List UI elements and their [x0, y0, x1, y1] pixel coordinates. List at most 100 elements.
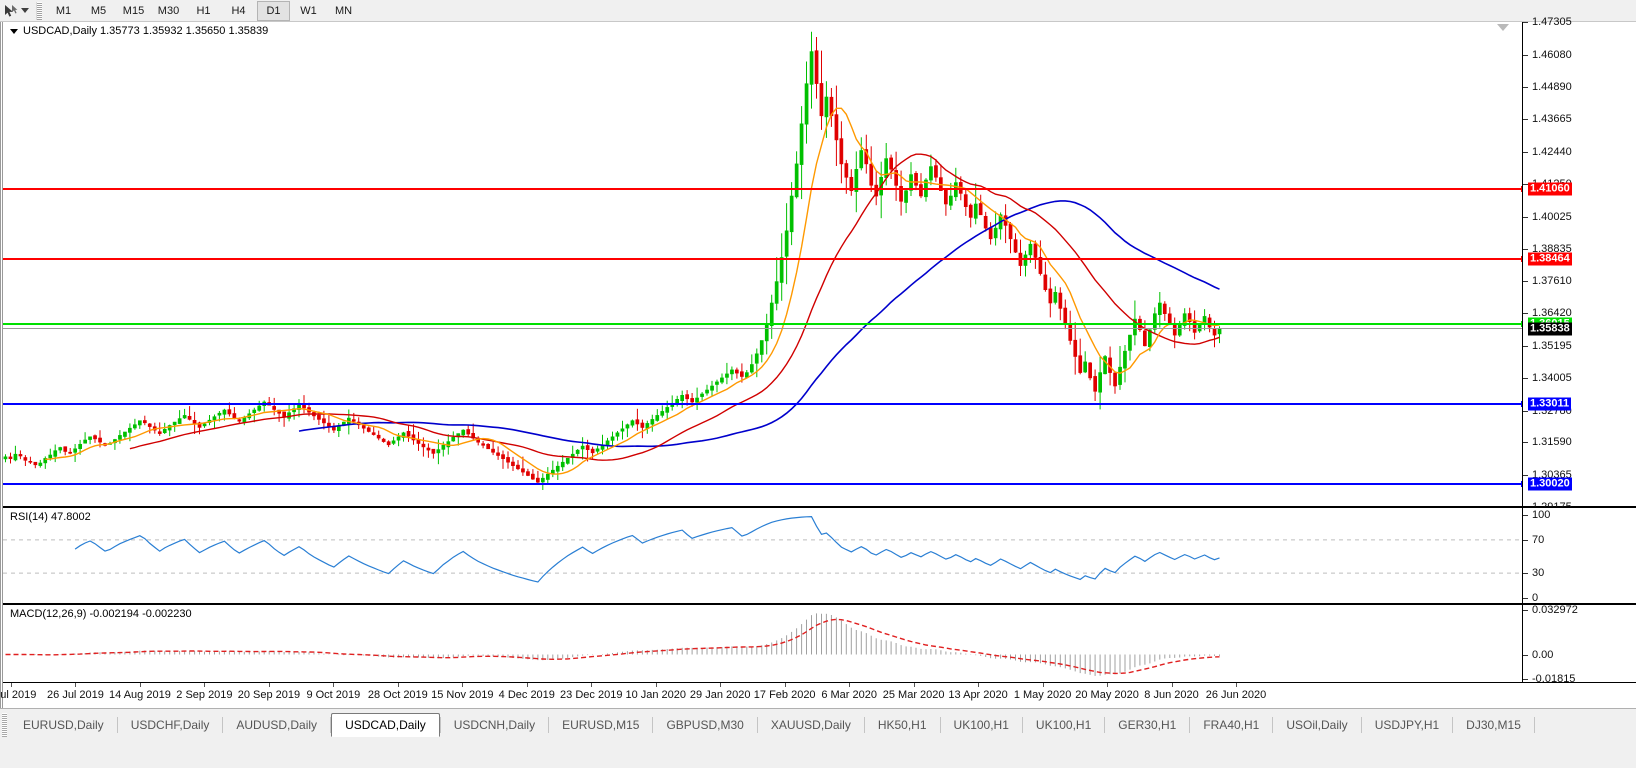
- chart-tab-ger30-h1[interactable]: GER30,H1: [1118, 718, 1177, 732]
- price-tick-label: 1.44890: [1532, 80, 1572, 93]
- tab-separator: [1021, 717, 1023, 733]
- date-axis[interactable]: 8 Jul 2019 26 Jul 2019 14 Aug 2019 2 Sep 20…: [0, 683, 1636, 708]
- date-tick: [849, 683, 851, 687]
- timeframe-button-h1[interactable]: H1: [196, 4, 211, 17]
- tab-separator: [439, 717, 441, 733]
- tab-separator: [652, 717, 654, 733]
- chart-tab-eurusd-daily[interactable]: EURUSD,Daily: [23, 718, 104, 732]
- rsi-scale[interactable]: 100 70 30 0: [1522, 508, 1636, 604]
- price-level-line-last-price-3[interactable]: [3, 327, 1522, 329]
- date-tick: [784, 683, 786, 687]
- price-level-badge-support-4[interactable]: 1.33011: [1528, 397, 1572, 411]
- date-tick-label: 2 Sep 2019: [176, 689, 233, 701]
- chevron-down-icon[interactable]: [21, 8, 29, 13]
- timeframe-button-m5[interactable]: M5: [90, 4, 107, 17]
- price-tick: [1523, 22, 1528, 23]
- collapse-triangle-icon[interactable]: [1497, 24, 1509, 31]
- tab-separator: [1104, 717, 1106, 733]
- price-tick-label: 1.42440: [1532, 146, 1572, 159]
- price-tick: [1523, 475, 1528, 477]
- date-tick-label: 4 Dec 2019: [498, 689, 555, 701]
- chart-tab-gbpusd-m30[interactable]: GBPUSD,M30: [666, 718, 744, 732]
- tabbar-drag-handle[interactable]: [2, 713, 7, 737]
- price-level-badge-support-5[interactable]: 1.30020: [1528, 477, 1572, 491]
- price-level-line-support-4[interactable]: [3, 401, 1522, 408]
- macd-pane[interactable]: MACD(12,26,9) -0.002194 -0.002230 0.0329…: [3, 604, 1636, 685]
- price-level-badge-resistance-0[interactable]: 1.41060: [1528, 182, 1572, 196]
- chart-tab-usdchf-daily[interactable]: USDCHF,Daily: [130, 718, 210, 732]
- tab-separator: [1533, 717, 1535, 733]
- price-tick-label: 1.34005: [1532, 371, 1572, 384]
- price-tick: [1523, 86, 1528, 88]
- price-plot[interactable]: [3, 22, 1522, 506]
- price-level-badge-last-price-3[interactable]: 1.35838: [1528, 322, 1572, 336]
- price-pane-caption: USDCAD,Daily 1.35773 1.35932 1.35650 1.3…: [10, 25, 268, 37]
- chart-tab-audusd-daily[interactable]: AUDUSD,Daily: [236, 718, 318, 732]
- price-level-handle[interactable]: [1521, 481, 1522, 488]
- chart-tab-uk100-h1[interactable]: UK100,H1: [953, 718, 1009, 732]
- cursor-tool-group[interactable]: [0, 4, 34, 18]
- timeframe-button-m1[interactable]: M1: [55, 4, 72, 17]
- date-tick: [139, 683, 141, 687]
- tab-separator: [939, 717, 941, 733]
- chart-tab-usdjpy-h1[interactable]: USDJPY,H1: [1374, 718, 1440, 732]
- price-tick-label: 1.38835: [1532, 242, 1572, 255]
- price-pane[interactable]: USDCAD,Daily 1.35773 1.35932 1.35650 1.3…: [3, 16, 1636, 513]
- chart-tab-usoil-daily[interactable]: USOil,Daily: [1286, 718, 1348, 732]
- tab-separator: [1452, 717, 1454, 733]
- macd-plot[interactable]: [3, 605, 1522, 682]
- price-scale[interactable]: 1.473051.460801.448901.436651.424401.412…: [1522, 16, 1636, 513]
- price-level-line-pivot-2[interactable]: [3, 321, 1522, 328]
- date-tick-label: 10 Jan 2020: [625, 689, 687, 701]
- price-level-line-support-5[interactable]: [3, 481, 1522, 488]
- rsi-plot[interactable]: [3, 508, 1522, 603]
- price-pane-caption-text: USDCAD,Daily 1.35773 1.35932 1.35650 1.3…: [23, 25, 269, 37]
- timeframe-button-mn[interactable]: MN: [334, 4, 353, 17]
- tab-separator: [1189, 717, 1191, 733]
- date-tick-label: 8 Jun 2020: [1144, 689, 1199, 701]
- price-level-handle[interactable]: [1521, 401, 1522, 408]
- price-level-handle[interactable]: [1521, 321, 1522, 328]
- rsi-tick: [1523, 515, 1528, 516]
- rsi-tick-label: 70: [1532, 533, 1545, 546]
- timeframe-button-w1[interactable]: W1: [300, 4, 317, 17]
- chart-tab-xauusd-daily[interactable]: XAUUSD,Daily: [770, 718, 851, 732]
- date-tick-label: 26 Jun 2020: [1205, 689, 1267, 701]
- macd-tick-label: 0.00: [1532, 648, 1554, 661]
- price-level-handle[interactable]: [1521, 255, 1522, 262]
- date-tick-label: 29 Jan 2020: [689, 689, 751, 701]
- toolbar-drag-handle[interactable]: [36, 1, 42, 20]
- timeframe-button-d1[interactable]: D1: [257, 0, 290, 21]
- price-tick: [1523, 345, 1528, 347]
- pane-menu-chevron-icon[interactable]: [10, 28, 18, 34]
- date-tick-label: 23 Dec 2019: [560, 689, 623, 701]
- timeframe-button-h4[interactable]: H4: [231, 4, 246, 17]
- rsi-tick-label: 30: [1532, 567, 1545, 580]
- rsi-pane-caption: RSI(14) 47.8002: [10, 511, 91, 523]
- price-level-badge-resistance-1[interactable]: 1.38464: [1528, 252, 1572, 265]
- rsi-pane[interactable]: RSI(14) 47.8002 100 70 30 0: [3, 507, 1636, 604]
- macd-scale[interactable]: 0.032972 0.00 -0.01815: [1522, 604, 1636, 685]
- timeframe-button-m15[interactable]: M15: [122, 4, 145, 17]
- chart-tab-uk100-h1[interactable]: UK100,H1: [1035, 718, 1092, 732]
- timeframe-button-m30[interactable]: M30: [157, 4, 180, 17]
- price-tick: [1523, 183, 1528, 185]
- date-tick-label: 8 Jul 2019: [0, 689, 37, 701]
- macd-tick: [1523, 654, 1528, 656]
- crosshair-cursor-icon[interactable]: [3, 4, 18, 18]
- chart-tab-eurusd-m15[interactable]: EURUSD,M15: [562, 718, 640, 732]
- price-tick-label: 1.35195: [1532, 339, 1572, 352]
- rsi-line-series: [3, 515, 1522, 583]
- chart-tab-usdcnh-daily[interactable]: USDCNH,Daily: [453, 718, 536, 732]
- price-level-line-resistance-0[interactable]: [3, 186, 1522, 193]
- price-level-line-resistance-1[interactable]: [3, 255, 1522, 262]
- chart-tab-usdcad-daily[interactable]: USDCAD,Daily: [331, 713, 440, 737]
- chart-tab-dj30-m15[interactable]: DJ30,M15: [1466, 718, 1521, 732]
- date-tick: [204, 683, 206, 687]
- chart-tab-fra40-h1[interactable]: FRA40,H1: [1203, 718, 1260, 732]
- macd-tick: [1523, 610, 1528, 611]
- chart-tab-hk50-h1[interactable]: HK50,H1: [877, 718, 927, 732]
- price-level-handle[interactable]: [1521, 186, 1522, 193]
- macd-tick-label: -0.01815: [1532, 673, 1576, 685]
